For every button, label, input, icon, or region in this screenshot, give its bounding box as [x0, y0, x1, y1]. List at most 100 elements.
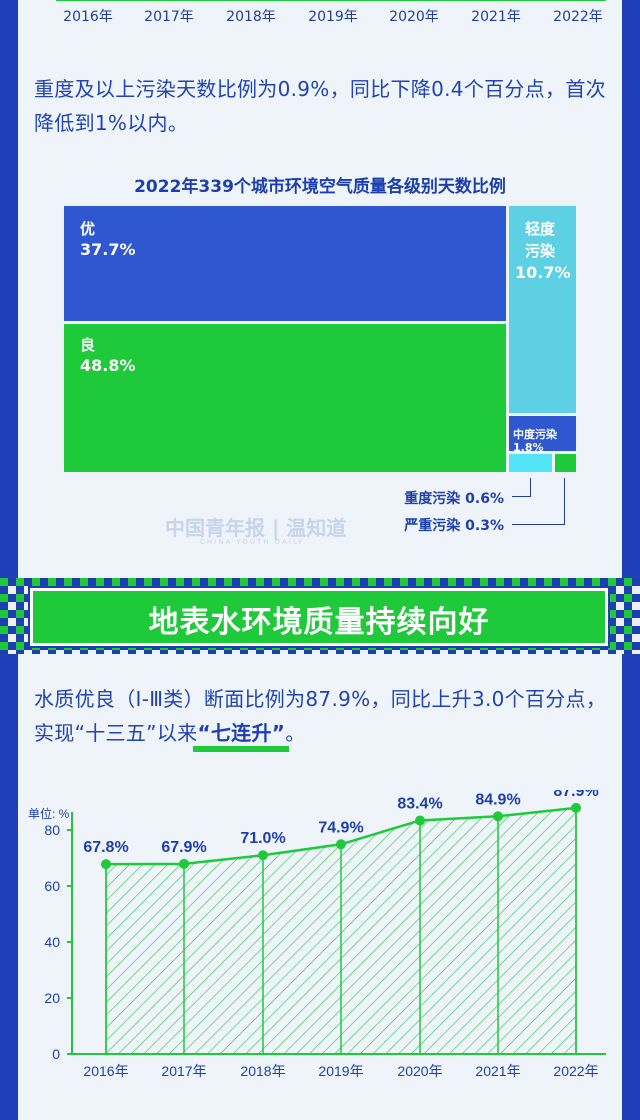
checker-square	[296, 650, 304, 654]
checker-square	[320, 642, 328, 650]
checker-square	[216, 650, 224, 654]
checker-square	[64, 642, 72, 650]
checker-square	[192, 578, 200, 586]
checker-square	[360, 650, 368, 654]
checker-square	[24, 602, 32, 610]
checker-square	[352, 642, 360, 650]
data-point	[493, 811, 503, 822]
checker-square	[368, 642, 376, 650]
checker-square	[400, 578, 408, 586]
checker-square	[224, 578, 232, 586]
y-tick-label: 80	[44, 822, 60, 838]
checker-square	[528, 642, 536, 650]
checker-square	[48, 578, 56, 586]
checker-square	[448, 578, 456, 586]
checker-square	[632, 602, 640, 610]
checker-square	[16, 642, 24, 650]
checker-square	[32, 642, 40, 650]
checker-square	[584, 650, 592, 654]
checker-square	[16, 578, 24, 586]
checker-square	[32, 578, 40, 586]
treemap-label: 污染	[525, 242, 556, 260]
checker-square	[48, 642, 56, 650]
checker-square	[536, 650, 544, 654]
checker-square	[416, 642, 424, 650]
checker-square	[16, 594, 24, 602]
checker-square	[168, 650, 176, 654]
checker-square	[432, 578, 440, 586]
checker-square	[144, 578, 152, 586]
highlight-seven-rises: “七连升”	[193, 716, 290, 752]
checker-square	[624, 594, 632, 602]
banner-title: 地表水环境质量持续向好	[148, 605, 490, 640]
treemap-label: 中度污染	[513, 428, 557, 441]
checker-square	[608, 594, 616, 602]
treemap-label: 37.7%	[80, 240, 136, 259]
paragraph-water-text: 水质优良（Ⅰ-Ⅲ类）断面比例为87.9%，同比上升3.0个百分点，实现“十三五”…	[34, 687, 607, 745]
highlight-text: “七连升”	[197, 721, 286, 745]
checker-square	[8, 634, 16, 642]
watermark: 中国青年报 | 温知道	[165, 516, 347, 540]
data-label: 74.9%	[318, 819, 363, 836]
data-point	[101, 859, 111, 870]
checker-square	[240, 642, 248, 650]
checker-square	[424, 650, 432, 654]
checker-square	[256, 578, 264, 586]
x-tick-label: 2017年	[161, 1063, 206, 1079]
top-axis-line	[56, 0, 606, 1]
checker-square	[8, 602, 16, 610]
checker-square	[16, 626, 24, 634]
checker-square	[72, 650, 80, 654]
checker-square	[392, 650, 400, 654]
checker-square	[592, 642, 600, 650]
checker-square	[528, 578, 536, 586]
checker-square	[152, 650, 160, 654]
treemap-cell	[509, 454, 552, 472]
checker-square	[272, 578, 280, 586]
checker-square	[344, 650, 352, 654]
data-label: 87.9%	[553, 790, 598, 800]
checker-square	[16, 610, 24, 618]
checker-square	[472, 650, 480, 654]
checker-square	[576, 642, 584, 650]
checker-square	[352, 578, 360, 586]
data-point	[336, 839, 346, 850]
checker-square	[600, 650, 608, 654]
top-axis-tick-label: 2016年	[63, 9, 113, 25]
checker-square	[616, 618, 624, 626]
paragraph-air: 重度及以上污染天数比例为0.9%，同比下降0.4个百分点，首次降低到1%以内。	[34, 77, 606, 135]
checker-square	[520, 650, 528, 654]
checker-square	[176, 642, 184, 650]
checker-square	[176, 578, 184, 586]
checker-square	[568, 650, 576, 654]
checker-square	[160, 578, 168, 586]
checker-square	[560, 642, 568, 650]
checker-square	[616, 586, 624, 594]
data-point	[258, 850, 268, 861]
treemap-label: 轻度	[525, 220, 556, 238]
checker-square	[112, 642, 120, 650]
checker-square	[256, 642, 264, 650]
checker-square	[328, 650, 336, 654]
checker-square	[632, 586, 640, 594]
checker-square	[624, 642, 632, 650]
checker-square	[160, 642, 168, 650]
checker-square	[632, 634, 640, 642]
checker-square	[560, 578, 568, 586]
watermark-sub: CHINA YOUTH DAILY	[200, 538, 305, 546]
checker-square	[440, 650, 448, 654]
treemap-label: 良	[80, 336, 96, 354]
checker-square	[616, 634, 624, 642]
checker-square	[8, 586, 16, 594]
data-label: 71.0%	[240, 830, 285, 847]
treemap-label: 1.8%	[513, 441, 544, 454]
checker-square	[304, 578, 312, 586]
checker-square	[288, 578, 296, 586]
data-label: 83.4%	[397, 795, 442, 812]
y-tick-label: 0	[52, 1046, 60, 1062]
unit-label: 单位: %	[28, 806, 70, 821]
checker-square	[88, 650, 96, 654]
checker-square	[24, 586, 32, 594]
checker-square	[464, 578, 472, 586]
checker-square	[224, 642, 232, 650]
